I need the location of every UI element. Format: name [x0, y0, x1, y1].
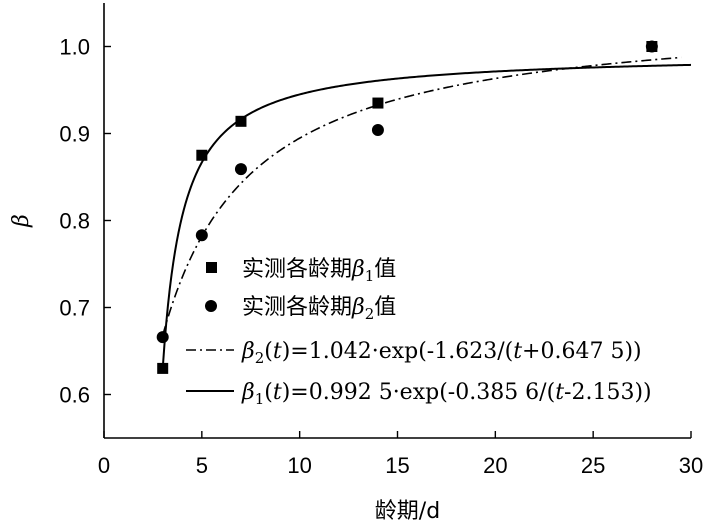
- beta2-point: [371, 124, 384, 137]
- x-tick-label: 5: [196, 453, 208, 478]
- x-tick-label: 20: [483, 453, 507, 478]
- legend-label: β1(t)=0.992 5·exp(-0.385 6/(t-2.153)): [241, 380, 652, 408]
- y-tick-label: 0.8: [59, 209, 90, 234]
- legend-square-marker: [206, 262, 217, 273]
- legend-label: 实测各龄期β2值: [242, 295, 396, 323]
- beta2-point: [645, 40, 658, 53]
- beta1-point: [235, 115, 247, 127]
- beta1-point: [372, 97, 384, 109]
- x-tick-label: 15: [385, 453, 409, 478]
- x-tick-label: 25: [581, 453, 605, 478]
- beta2-point: [234, 163, 247, 176]
- beta2-fit-curve: [161, 56, 682, 336]
- beta1-fit-curve: [161, 63, 692, 369]
- x-tick-label: 10: [287, 453, 311, 478]
- axes: 0 5 10 15 20 25 30 0.6 0.7 0.8 0.9 1.0: [59, 3, 703, 478]
- x-axis-title: 龄期/d: [375, 499, 440, 524]
- y-tick-label: 0.6: [59, 383, 90, 408]
- y-tick-label: 0.9: [59, 122, 90, 147]
- y-tick-label: 0.7: [59, 296, 90, 321]
- x-tick-label: 0: [98, 453, 110, 478]
- y-axis-title: β: [9, 214, 34, 228]
- legend-circle-marker: [205, 300, 217, 312]
- beta1-point: [196, 149, 208, 161]
- plot-area: [156, 40, 692, 374]
- legend-label: 实测各龄期β1值: [242, 257, 396, 285]
- legend-label: β2(t)=1.042·exp(-1.623/(t+0.647 5)): [241, 339, 642, 367]
- x-tick-label: 30: [679, 453, 703, 478]
- y-tick-label: 1.0: [59, 35, 90, 60]
